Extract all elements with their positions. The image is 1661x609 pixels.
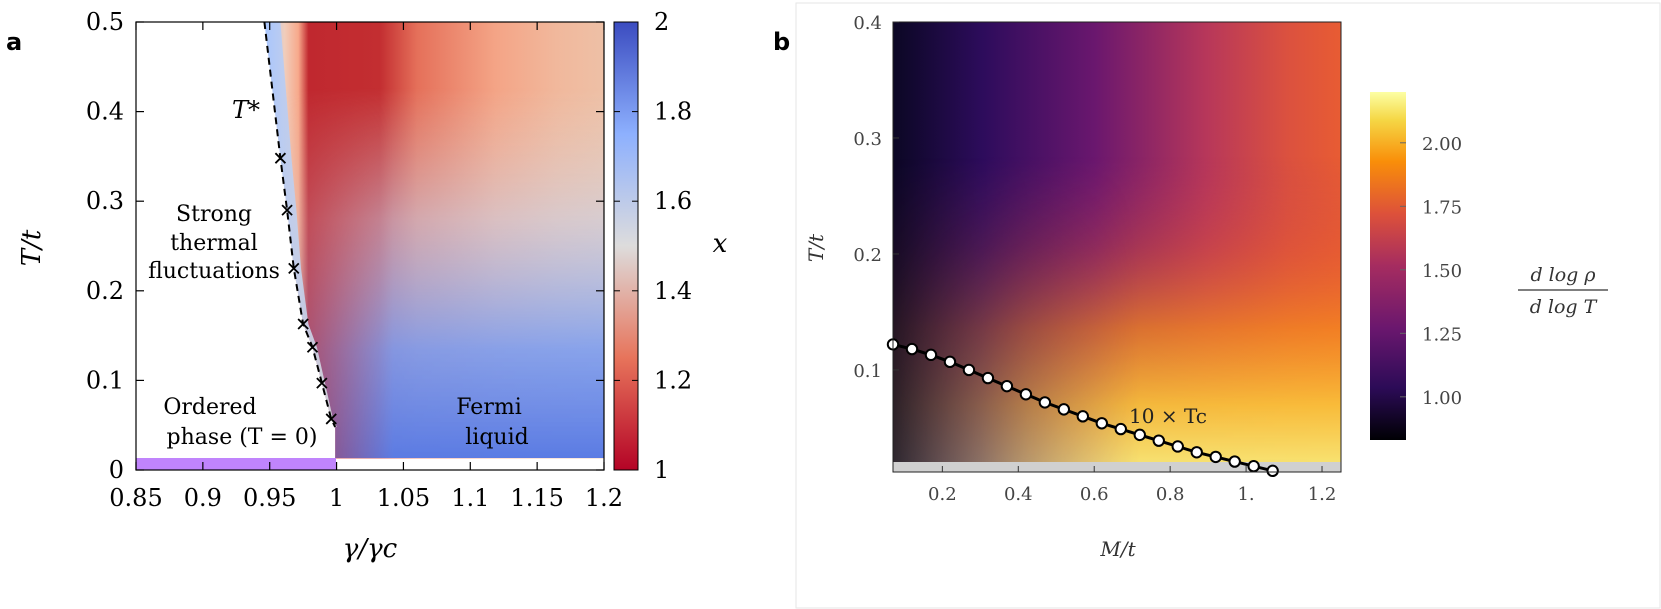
panel-a-letter: a [6,28,22,56]
y-tick-label: 0.2 [86,277,124,305]
tc-point [1057,403,1071,416]
tc-point [1190,446,1203,459]
grey-band [893,462,1341,472]
x-tick-label: 0.2 [928,484,957,505]
crossover-point [274,152,287,164]
strong-label-2: thermal [170,231,258,256]
panel-b-heatmap [893,22,1341,472]
panel-b-letter: b [773,28,790,56]
colorbar-tick-label: 1 [654,456,669,484]
tc-point [1000,379,1014,393]
x-tick-label: 1.2 [1308,484,1337,505]
crossover-point [297,318,309,330]
tc-point [1228,455,1241,468]
panel-b: b 0.2 0.4 0.6 0.8 1. 1.20.10.20.30.4 M/t T/t … [773,2,1661,609]
x-tick-label: 0.6 [1080,484,1109,505]
fermi-label-1: Fermi [456,395,522,420]
tc-point [1114,422,1127,436]
tc-point [1247,460,1260,473]
y-tick-label: 0 [109,456,124,484]
colorbar-tick-label: 1.6 [654,187,692,215]
colorbar-tick-label: 2 [654,8,669,36]
curve-label: 10 × Tc [1129,404,1207,428]
colorbar-tick-label: 2.00 [1422,134,1462,155]
colorbar-tick-label: 1.8 [654,98,692,126]
crossover-point [306,341,319,353]
panel-b-overlay [886,338,1279,478]
panel-a-ylabel: T/t [17,229,47,266]
panel-a: a 0.85 0.9 0.95 1 1.05 1.1 1.15 1.200.10.20.30.… [6,8,728,564]
x-tick-label: 1.15 [510,484,563,512]
panel-b-xlabel: M/t [1099,537,1136,561]
ordered-label-2: phase (T = 0) [167,425,318,450]
x-tick-label: 0.4 [1004,484,1033,505]
x-tick-label: 1. [1237,484,1254,505]
y-tick-label: 0.1 [853,361,882,382]
y-tick-label: 0.2 [853,245,882,266]
crossover-point [316,377,328,389]
panel-b-frame [892,21,1342,473]
tc-point [962,363,976,377]
strong-label-1: Strong [176,202,252,227]
tc-point [1152,434,1165,447]
x-tick-label: 0.9 [184,484,222,512]
colorbar-tick-label: 1.25 [1422,324,1462,345]
tc-point [1266,464,1279,478]
panel-b-ylabel: T/t [804,233,828,262]
x-tick-label: 1 [329,484,344,512]
tc-point [981,371,995,385]
panel-b-colorbar-label-den: d log T [1530,296,1598,318]
tc-point [1019,388,1033,401]
y-tick-label: 0.4 [86,98,124,126]
crossover-point [325,413,337,425]
y-tick-label: 0.4 [853,13,882,34]
x-tick-label: 1.1 [451,484,489,512]
panel-b-colorbar: 1.00 1.25 1.50 1.75 2.00 d log ρ d log T [1370,92,1608,440]
fermi-label-2: liquid [465,425,528,450]
panel-a-frame [135,21,605,471]
colorbar-tick-label: 1.2 [654,366,692,394]
tc-point [943,355,957,369]
x-tick-label: 1.05 [377,484,430,512]
panel-b-border [795,2,1661,609]
ordered-phase-bar [136,458,336,470]
tc-point [1133,428,1146,442]
y-tick-label: 0.3 [86,187,124,215]
x-tick-label: 0.85 [109,484,162,512]
colorbar-tick-label: 1.75 [1422,197,1462,218]
panel-a-colorbar-label: x [713,229,728,259]
panel-b-ticks: 0.2 0.4 0.6 0.8 1. 1.2 0.1 0.2 0.3 0.4 [853,13,1336,505]
panel-b-colorbar-label-num: d log ρ [1530,264,1596,286]
colorbar-tick-label: 1.50 [1422,261,1462,282]
ordered-label-1: Ordered [163,395,256,420]
tc-point [1076,410,1090,423]
panel-a-heatmap [136,22,604,470]
tc-point [1095,417,1109,430]
y-tick-label: 0.1 [86,366,124,394]
colorbar-tick-label: 1.00 [1422,388,1462,409]
tstar-label: T* [232,96,260,124]
x-tick-label: 1.2 [585,484,623,512]
tc-point [1171,440,1184,453]
colorbar-tick-label: 1.4 [654,277,692,305]
panel-a-colorbar: 1 1.2 1.4 1.6 1.8 2 x [613,8,728,484]
strong-label-3: fluctuations [148,259,280,284]
crossover-point [288,262,300,275]
crossover-point [281,204,293,216]
x-tick-label: 0.8 [1156,484,1185,505]
tc-point [1038,396,1052,409]
y-tick-label: 0.3 [853,129,882,150]
tc-point [905,342,919,356]
y-tick-label: 0.5 [86,8,124,36]
tc-point [1209,450,1222,464]
tc-point [924,348,938,362]
x-tick-label: 0.95 [243,484,296,512]
panel-a-ticks: 0.85 0.9 0.95 1 1.05 1.1 1.15 1.2 0 0.1 0.2 0.3 0.4 0… [86,8,623,512]
panel-a-overlay [263,21,337,428]
panel-a-xlabel: γ/γc [343,534,398,564]
